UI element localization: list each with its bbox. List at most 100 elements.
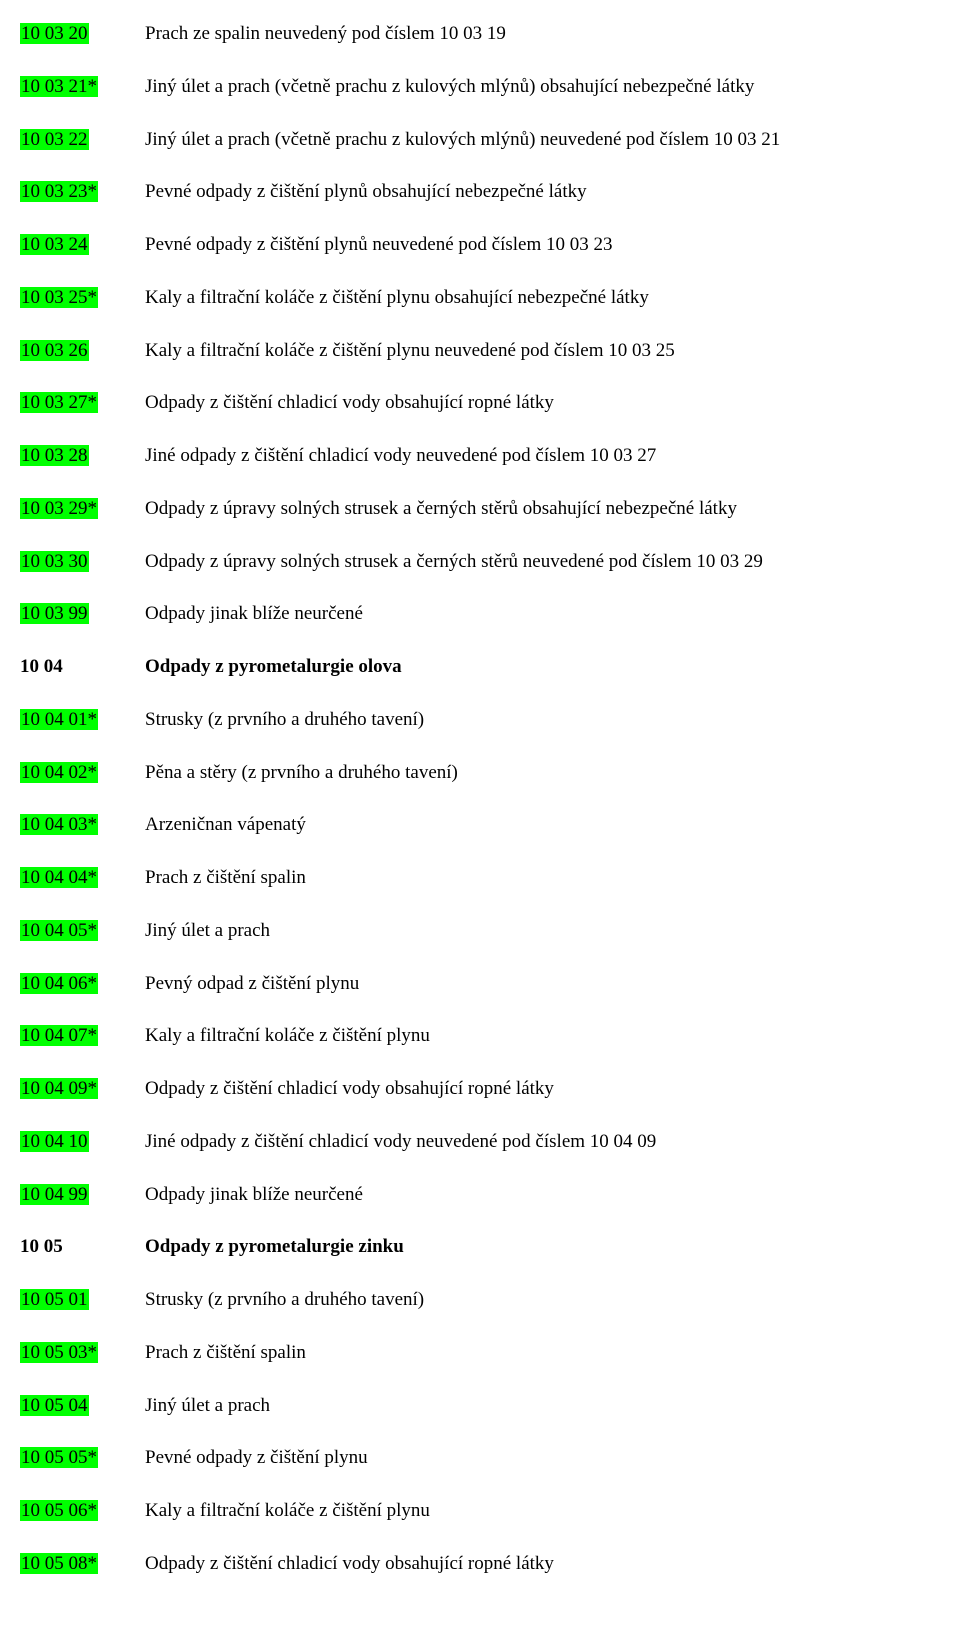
waste-description: Jiné odpady z čištění chladicí vody neuv… <box>145 444 940 468</box>
waste-code: 10 05 06* <box>20 1500 98 1521</box>
waste-code: 10 04 07* <box>20 1025 98 1046</box>
code-cell: 10 05 01 <box>20 1288 145 1312</box>
waste-description: Pevné odpady z čištění plynu <box>145 1446 940 1470</box>
list-item: 10 04 03* Arzeničnan vápenatý <box>20 813 940 837</box>
code-cell: 10 04 07* <box>20 1024 145 1048</box>
waste-description: Kaly a filtrační koláče z čištění plynu <box>145 1499 940 1523</box>
list-item: 10 05 Odpady z pyrometalurgie zinku <box>20 1235 940 1259</box>
code-cell: 10 03 27* <box>20 391 145 415</box>
waste-description: Odpady z pyrometalurgie olova <box>145 655 940 679</box>
waste-description: Pěna a stěry (z prvního a druhého tavení… <box>145 761 940 785</box>
code-cell: 10 04 03* <box>20 813 145 837</box>
waste-code: 10 03 26 <box>20 340 89 361</box>
waste-description: Odpady z pyrometalurgie zinku <box>145 1235 940 1259</box>
list-item: 10 04 05*Jiný úlet a prach <box>20 919 940 943</box>
code-cell: 10 05 05* <box>20 1446 145 1470</box>
waste-code: 10 03 25* <box>20 287 98 308</box>
code-cell: 10 03 30 <box>20 550 145 574</box>
code-cell: 10 04 99 <box>20 1183 145 1207</box>
code-cell: 10 04 02* <box>20 761 145 785</box>
waste-code: 10 03 21* <box>20 76 98 97</box>
waste-code: 10 04 02* <box>20 762 98 783</box>
code-cell: 10 03 28 <box>20 444 145 468</box>
list-item: 10 03 20 Prach ze spalin neuvedený pod čí… <box>20 22 940 46</box>
waste-code: 10 05 05* <box>20 1447 98 1468</box>
list-item: 10 04 06* Pevný odpad z čištění plynu <box>20 972 940 996</box>
code-cell: 10 03 99 <box>20 602 145 626</box>
waste-code: 10 05 <box>20 1236 63 1257</box>
list-item: 10 04 99Odpady jinak blíže neurčené <box>20 1183 940 1207</box>
list-item: 10 03 23* Pevné odpady z čištění plynů ob… <box>20 180 940 204</box>
waste-code: 10 03 27* <box>20 392 98 413</box>
waste-description: Odpady z úpravy solných strusek a černýc… <box>145 550 940 574</box>
waste-description: Pevný odpad z čištění plynu <box>145 972 940 996</box>
waste-code: 10 03 23* <box>20 181 98 202</box>
code-cell: 10 04 06* <box>20 972 145 996</box>
waste-description: Prach z čištění spalin <box>145 1341 940 1365</box>
code-cell: 10 04 05* <box>20 919 145 943</box>
code-cell: 10 04 10 <box>20 1130 145 1154</box>
waste-code: 10 03 28 <box>20 445 89 466</box>
waste-description: Jiné odpady z čištění chladicí vody neuv… <box>145 1130 940 1154</box>
waste-code: 10 03 99 <box>20 603 89 624</box>
list-item: 10 03 21* Jiný úlet a prach (včetně prach… <box>20 75 940 99</box>
waste-description: Strusky (z prvního a druhého tavení) <box>145 708 940 732</box>
waste-description: Strusky (z prvního a druhého tavení) <box>145 1288 940 1312</box>
list-item: 10 04 02* Pěna a stěry (z prvního a druhé… <box>20 761 940 785</box>
list-item: 10 03 27* Odpady z čištění chladicí vody … <box>20 391 940 415</box>
waste-code: 10 04 01* <box>20 709 98 730</box>
waste-code: 10 04 09* <box>20 1078 98 1099</box>
waste-description: Odpady jinak blíže neurčené <box>145 1183 940 1207</box>
code-cell: 10 03 26 <box>20 339 145 363</box>
waste-description: Odpady z čištění chladicí vody obsahujíc… <box>145 1077 940 1101</box>
list-item: 10 05 05* Pevné odpady z čištění plynu <box>20 1446 940 1470</box>
list-item: 10 03 30 Odpady z úpravy solných strusek … <box>20 550 940 574</box>
waste-code: 10 04 06* <box>20 973 98 994</box>
waste-code: 10 05 04 <box>20 1395 89 1416</box>
list-item: 10 04 09* Odpady z čištění chladicí vody … <box>20 1077 940 1101</box>
waste-description: Kaly a filtrační koláče z čištění plynu … <box>145 339 940 363</box>
waste-description: Pevné odpady z čištění plynů obsahující … <box>145 180 940 204</box>
code-cell: 10 03 20 <box>20 22 145 46</box>
code-cell: 10 05 06* <box>20 1499 145 1523</box>
waste-description: Arzeničnan vápenatý <box>145 813 940 837</box>
code-cell: 10 03 21* <box>20 75 145 99</box>
waste-code: 10 03 20 <box>20 23 89 44</box>
waste-description: Prach ze spalin neuvedený pod číslem 10 … <box>145 22 940 46</box>
list-item: 10 03 99Odpady jinak blíže neurčené <box>20 602 940 626</box>
list-item: 10 05 03*Prach z čištění spalin <box>20 1341 940 1365</box>
waste-code: 10 03 30 <box>20 551 89 572</box>
code-cell: 10 05 <box>20 1235 145 1259</box>
list-item: 10 03 22Jiný úlet a prach (včetně prachu… <box>20 128 940 152</box>
waste-code: 10 04 03* <box>20 814 98 835</box>
waste-description: Odpady z úpravy solných strusek a černýc… <box>145 497 940 521</box>
waste-description: Jiný úlet a prach <box>145 1394 940 1418</box>
waste-description: Kaly a filtrační koláče z čištění plynu … <box>145 286 940 310</box>
list-item: 10 04 07*Kaly a filtrační koláče z čiště… <box>20 1024 940 1048</box>
waste-code: 10 03 29* <box>20 498 98 519</box>
waste-code: 10 05 01 <box>20 1289 89 1310</box>
list-item: 10 05 06* Kaly a filtrační koláče z čiště… <box>20 1499 940 1523</box>
waste-description: Jiný úlet a prach (včetně prachu z kulov… <box>145 75 940 99</box>
list-item: 10 04 01* Strusky (z prvního a druhého ta… <box>20 708 940 732</box>
list-item: 10 03 26 Kaly a filtrační koláče z čištěn… <box>20 339 940 363</box>
code-cell: 10 03 22 <box>20 128 145 152</box>
waste-code: 10 04 05* <box>20 920 98 941</box>
list-item: 10 04Odpady z pyrometalurgie olova <box>20 655 940 679</box>
list-item: 10 03 28 Jiné odpady z čištění chladicí v… <box>20 444 940 468</box>
waste-code: 10 04 10 <box>20 1131 89 1152</box>
waste-description: Odpady z čištění chladicí vody obsahujíc… <box>145 1552 940 1576</box>
code-cell: 10 04 <box>20 655 145 679</box>
waste-code-list: 10 03 20 Prach ze spalin neuvedený pod čí… <box>20 22 940 1576</box>
list-item: 10 03 25* Kaly a filtrační koláče z čiště… <box>20 286 940 310</box>
waste-code: 10 03 22 <box>20 129 89 150</box>
list-item: 10 04 10 Jiné odpady z čištění chladicí v… <box>20 1130 940 1154</box>
waste-description: Odpady z čištění chladicí vody obsahujíc… <box>145 391 940 415</box>
list-item: 10 04 04*Prach z čištění spalin <box>20 866 940 890</box>
waste-code: 10 03 24 <box>20 234 89 255</box>
code-cell: 10 04 09* <box>20 1077 145 1101</box>
code-cell: 10 04 04* <box>20 866 145 890</box>
code-cell: 10 05 03* <box>20 1341 145 1365</box>
code-cell: 10 04 01* <box>20 708 145 732</box>
list-item: 10 03 24Pevné odpady z čištění plynů neu… <box>20 233 940 257</box>
